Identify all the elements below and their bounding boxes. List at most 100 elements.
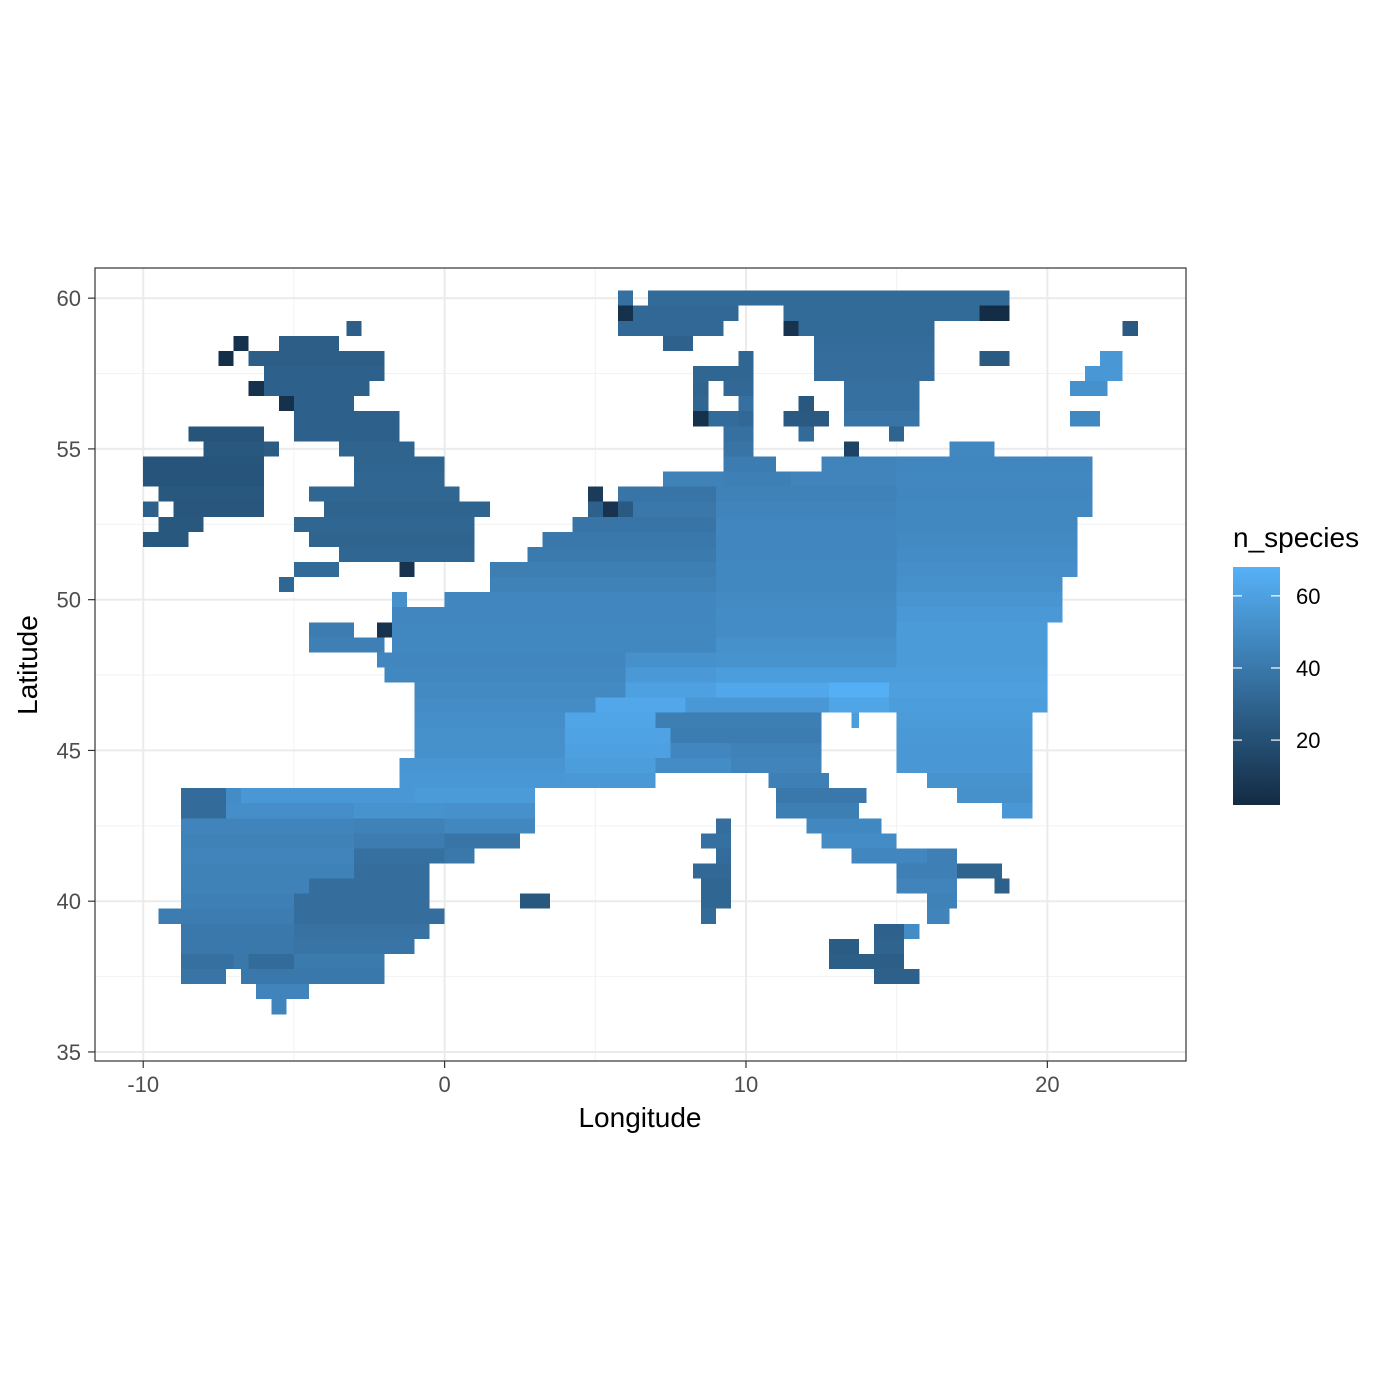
heatmap-cell: [715, 561, 897, 578]
heatmap-cell: [896, 742, 1033, 758]
heatmap-cell: [979, 350, 1010, 366]
heatmap-cell: [188, 426, 264, 442]
heatmap-cell: [248, 381, 264, 397]
heatmap-cell: [889, 697, 1048, 713]
heatmap-cell: [896, 561, 1078, 578]
heatmap-cell: [414, 727, 566, 743]
heatmap-cell: [700, 893, 731, 909]
heatmap-cell: [444, 833, 520, 849]
heatmap-cell: [180, 818, 355, 834]
heatmap-cell: [791, 471, 897, 487]
heatmap-cell: [693, 863, 731, 879]
heatmap-cell: [293, 516, 475, 532]
heatmap-cell: [715, 607, 897, 623]
heatmap-cell: [399, 561, 415, 578]
heatmap-cell: [715, 516, 897, 532]
legend-ticks: 20 40 60: [1233, 584, 1320, 753]
heatmap-cell: [180, 969, 227, 985]
heatmap-cell: [293, 426, 400, 442]
y-tick-label: 35: [57, 1040, 81, 1065]
heatmap-cell: [956, 863, 1003, 879]
heatmap-cell: [602, 501, 618, 517]
heatmap-cells: [143, 290, 1138, 1015]
heatmap-cell: [339, 546, 475, 562]
heatmap-cell: [663, 335, 694, 351]
heatmap-cell: [293, 893, 430, 909]
heatmap-cell: [414, 788, 536, 804]
y-tick-label: 60: [57, 286, 81, 311]
heatmap-cell: [399, 773, 566, 789]
heatmap-cell: [308, 878, 430, 894]
heatmap-cell: [723, 441, 754, 457]
heatmap-cell: [444, 818, 536, 834]
heatmap-cell: [308, 531, 475, 547]
heatmap-cell: [896, 757, 1033, 774]
heatmap-cell: [180, 953, 234, 970]
heatmap-cell: [843, 441, 860, 457]
heatmap-cell: [738, 350, 754, 366]
heatmap-cell: [783, 320, 799, 336]
heatmap-cell: [256, 984, 309, 1000]
x-axis-title: Longitude: [578, 1102, 701, 1133]
heatmap-cell: [617, 501, 633, 517]
heatmap-cell: [1069, 381, 1108, 397]
heatmap-cell: [308, 622, 355, 638]
heatmap-cell: [527, 546, 716, 562]
legend-tick-label: 40: [1296, 656, 1320, 681]
heatmap-cell: [248, 350, 385, 366]
heatmap-cell: [542, 531, 716, 547]
heatmap-cell: [293, 938, 415, 954]
heatmap-cell: [693, 365, 754, 382]
heatmap-cell: [896, 501, 1093, 517]
heatmap-cell: [806, 818, 882, 834]
heatmap-cell: [565, 773, 656, 789]
heatmap-cell: [693, 381, 709, 397]
heatmap-cell: [391, 622, 716, 638]
heatmap-cell: [896, 531, 1078, 547]
heatmap-cell: [828, 938, 860, 954]
heatmap-cell: [896, 637, 1048, 653]
heatmap-cell: [700, 833, 731, 849]
heatmap-cell: [625, 667, 716, 683]
heatmap-cell: [339, 441, 415, 457]
heatmap-cell: [565, 757, 656, 774]
heatmap-cell: [565, 712, 656, 728]
heatmap-cell: [783, 411, 829, 427]
heatmap-cell: [391, 637, 716, 653]
heatmap-cell: [723, 471, 792, 487]
heatmap-cell: [158, 908, 294, 924]
heatmap-cell: [798, 320, 935, 336]
heatmap-cell: [700, 878, 731, 894]
heatmap-cell: [263, 441, 279, 457]
heatmap-cell: [843, 381, 920, 397]
heatmap-cell: [896, 592, 1063, 608]
heatmap-cell: [158, 516, 204, 532]
heatmap-cell: [1100, 350, 1123, 366]
heatmap-cell: [587, 486, 603, 502]
heatmap-cell: [730, 757, 822, 774]
heatmap-cell: [949, 441, 995, 457]
heatmap-cell: [994, 878, 1010, 894]
heatmap-cell: [180, 788, 227, 804]
heatmap-cell: [444, 803, 536, 819]
heatmap-cell: [896, 607, 1063, 623]
heatmap-cell: [896, 577, 1063, 593]
heatmap-cell: [715, 592, 897, 608]
heatmap-cell: [444, 848, 475, 864]
heatmap-cell: [308, 637, 385, 653]
heatmap-cell: [489, 577, 716, 593]
heatmap-cell: [308, 486, 460, 502]
heatmap-cell: [715, 652, 897, 668]
heatmap-cell: [241, 788, 415, 804]
heatmap-cell: [723, 426, 754, 442]
heatmap-cell: [384, 667, 626, 683]
heatmap-cell: [828, 953, 905, 970]
heatmap-cell: [715, 682, 829, 698]
y-axis-title: Latitude: [12, 615, 43, 715]
heatmap-cell: [715, 577, 897, 593]
heatmap-cell: [444, 592, 716, 608]
legend-tick-label: 60: [1296, 584, 1320, 609]
heatmap-cell: [1085, 365, 1123, 382]
heatmap-cell: [354, 833, 445, 849]
